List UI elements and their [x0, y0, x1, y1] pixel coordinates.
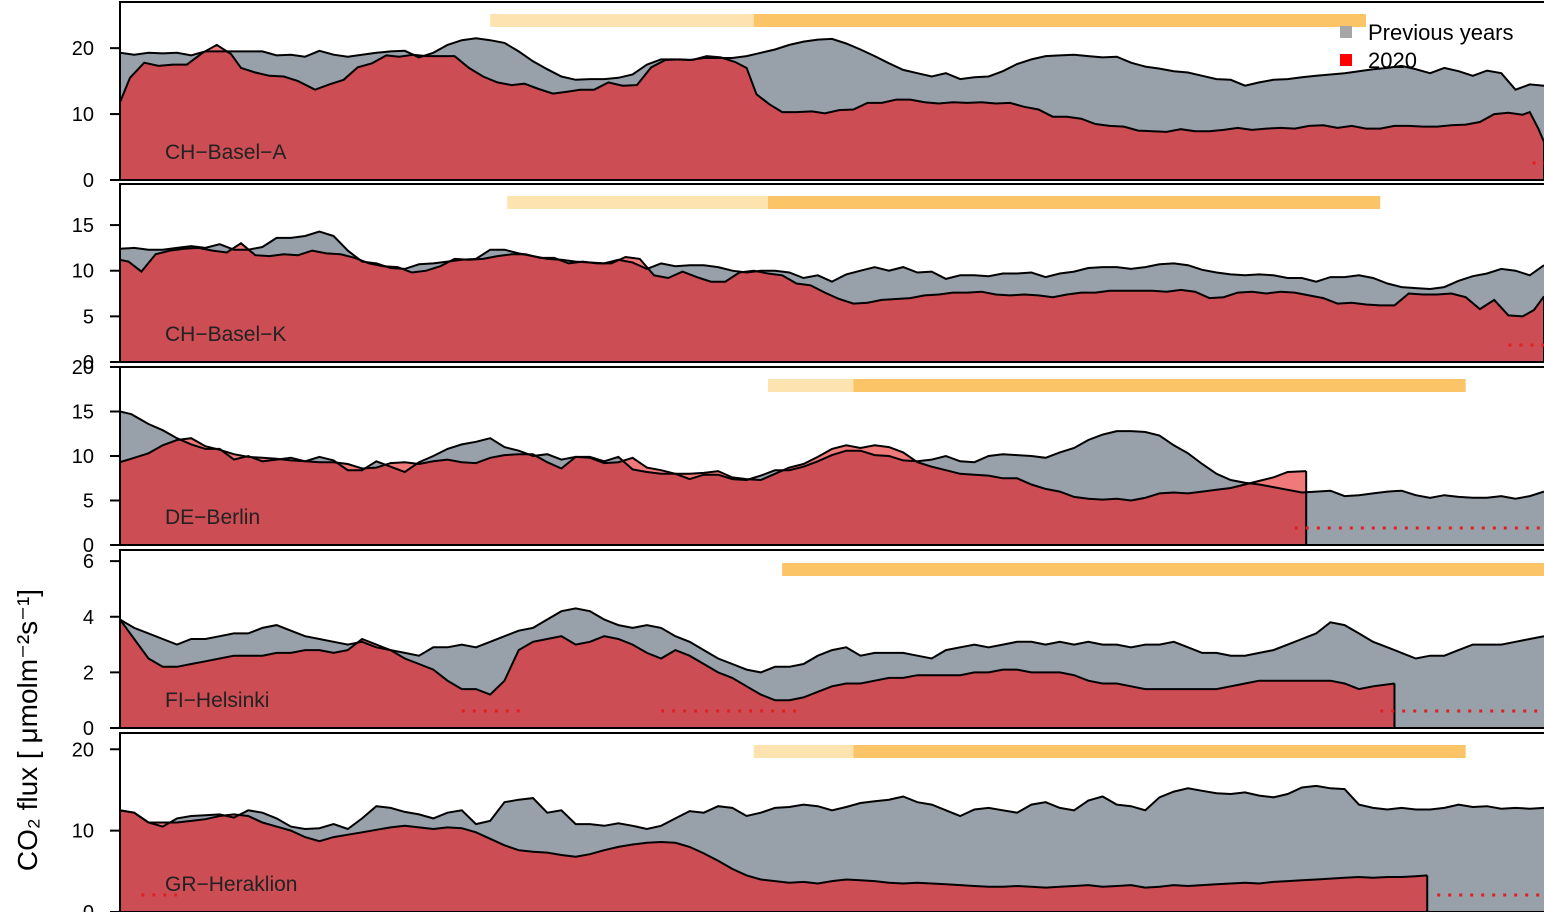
area-2020 — [120, 619, 1395, 728]
lockdown-bar-strong — [853, 745, 1466, 758]
y-tick-label: 0 — [83, 170, 94, 192]
panel-frame — [119, 732, 1544, 912]
line-2020 — [120, 242, 1544, 318]
line-2020 — [120, 43, 1544, 143]
y-tick-label: 0 — [83, 535, 94, 557]
panel-frame — [119, 549, 1544, 729]
legend: Previous years 2020 — [1340, 20, 1514, 73]
y-axis-label: CO₂ flux [ μmolm⁻²s⁻¹] — [12, 589, 43, 871]
y-tick-label: 20 — [72, 38, 94, 60]
area-2020 — [120, 243, 1544, 362]
y-tick-label: 10 — [72, 821, 94, 843]
y-tick-label: 20 — [72, 357, 94, 379]
lockdown-bar-strong — [853, 379, 1466, 392]
y-tick-label: 10 — [72, 104, 94, 126]
site-label-ch-basel-a: CH−Basel−A — [165, 141, 286, 164]
panel-fi-helsinki: 0 2 4 6 FI−Helsinki — [83, 549, 1544, 740]
panel-plot-area — [120, 196, 1544, 362]
lockdown-bar-strong — [782, 563, 1544, 576]
line-2020 — [120, 809, 1428, 889]
legend-label-2020: 2020 — [1368, 48, 1417, 73]
panel-de-berlin: 0 5 10 15 20 DE−Berlin — [72, 357, 1544, 557]
site-label-fi-helsinki: FI−Helsinki — [165, 689, 269, 712]
overlap-group — [120, 243, 1544, 362]
lockdown-bar-light — [753, 745, 854, 758]
y-tick-label: 20 — [72, 739, 94, 761]
y-tick-label: 15 — [72, 215, 94, 237]
lockdown-bar-light — [767, 379, 854, 392]
y-tick-label: 4 — [83, 607, 94, 629]
y-tick-label: 10 — [72, 261, 94, 283]
y-tick-label: 15 — [72, 402, 94, 424]
y-tick-label: 2 — [83, 662, 94, 684]
panel-plot-area — [120, 14, 1544, 180]
panel-ch-basel-a: 0 10 20 CH−Basel−A — [72, 1, 1544, 192]
line-2020 — [120, 618, 1395, 702]
site-label-de-berlin: DE−Berlin — [165, 506, 260, 529]
site-label-gr-heraklion: GR−Heraklion — [165, 873, 297, 896]
legend-swatch-previous — [1340, 26, 1352, 38]
panel-plot-area — [120, 563, 1544, 728]
panel-frame — [119, 183, 1544, 363]
line-2020 — [120, 437, 1307, 502]
lockdown-bar-strong — [753, 14, 1366, 27]
panel-gr-heraklion: 0 10 20 GR−Heraklion — [72, 732, 1544, 912]
site-label-ch-basel-k: CH−Basel−K — [165, 323, 286, 346]
overlap-group — [120, 619, 1395, 728]
y-tick-label: 0 — [83, 718, 94, 740]
y-tick-label: 6 — [83, 551, 94, 573]
lockdown-bar-strong — [767, 196, 1381, 209]
y-tick-label: 0 — [83, 902, 94, 912]
lockdown-bar-light — [507, 196, 768, 209]
legend-label-previous: Previous years — [1368, 20, 1514, 45]
panel-frame — [119, 1, 1544, 181]
panel-plot-area — [120, 379, 1544, 545]
y-tick-label: 5 — [83, 306, 94, 328]
line-previous-years — [120, 784, 1544, 831]
line-previous-years — [120, 37, 1544, 91]
y-tick-label: 0 — [83, 352, 94, 374]
y-tick-label: 5 — [83, 491, 94, 513]
panel-plot-area — [120, 745, 1544, 912]
lockdown-bar-light — [490, 14, 754, 27]
y-tick-label: 10 — [72, 446, 94, 468]
panel-ch-basel-k: 0 5 10 15 CH−Basel−K — [72, 183, 1544, 374]
panels-group: 01020CH−Basel−A051015CH−Basel−K05101520D… — [72, 1, 1544, 912]
legend-swatch-2020 — [1340, 54, 1352, 66]
